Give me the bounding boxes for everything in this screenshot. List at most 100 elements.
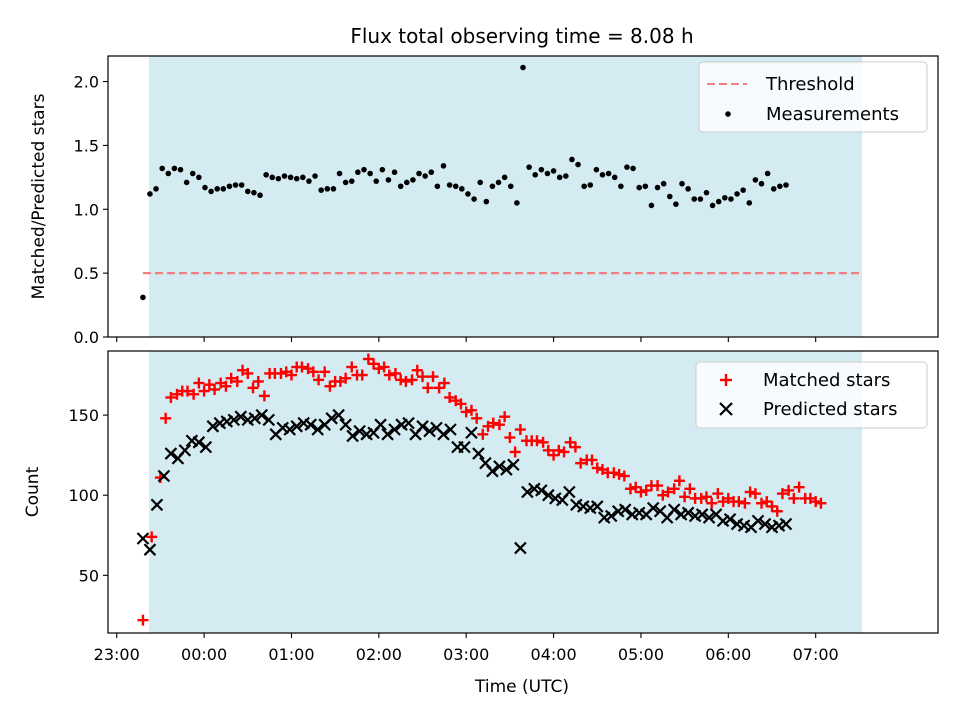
- predicted-point: [423, 424, 436, 438]
- matched-point: [744, 486, 756, 498]
- matched-point: [477, 428, 489, 440]
- predicted-point: [136, 532, 150, 545]
- measurement-point: [208, 188, 214, 195]
- chart-title: Flux total observing time = 8.08 h: [350, 24, 693, 48]
- count-panel-frame: [107, 350, 939, 634]
- measurement-point: [679, 180, 685, 187]
- measurement-point: [477, 179, 483, 186]
- matched-point: [776, 488, 788, 500]
- matched-point: [438, 377, 450, 389]
- measurement-point: [318, 187, 324, 193]
- matched-point: [788, 492, 800, 504]
- matched-point: [346, 361, 358, 373]
- measurement-point: [287, 174, 294, 181]
- measurement-point: [140, 294, 146, 301]
- measurement-point: [281, 173, 288, 179]
- measurement-point: [220, 186, 227, 192]
- matched-point: [275, 367, 287, 379]
- matched-point: [182, 385, 194, 397]
- matched-point: [810, 496, 822, 508]
- measurement-point: [483, 198, 490, 205]
- measurement-point: [165, 170, 172, 177]
- predicted-point: [353, 424, 366, 438]
- count-y-tick-label: 150: [68, 406, 99, 425]
- time-x-axis-label: Time (UTC): [474, 677, 569, 697]
- measurement-point: [611, 174, 618, 181]
- predicted-point: [234, 410, 248, 423]
- predicted-point: [304, 418, 317, 431]
- measurement-point: [569, 156, 575, 163]
- measurement-point: [452, 183, 459, 190]
- matched-legend-label: Matched stars: [763, 370, 890, 391]
- matched-point: [695, 492, 707, 504]
- measurement-point: [391, 169, 398, 176]
- measurement-point: [752, 177, 759, 183]
- measurement-point: [306, 178, 312, 184]
- predicted-point: [465, 426, 478, 439]
- measurement-point: [300, 174, 306, 181]
- matched-point: [668, 483, 680, 495]
- measurement-point: [501, 174, 508, 181]
- matched-point: [247, 382, 259, 394]
- time-x-tick-label: 23:00: [94, 645, 140, 664]
- measurement-point: [177, 166, 184, 173]
- matched-point: [591, 462, 603, 474]
- measurement-point: [416, 170, 422, 177]
- time-x-tick-label: 00:00: [181, 645, 227, 664]
- predicted-point: [164, 447, 178, 460]
- measurement-point: [471, 196, 477, 202]
- time-x-tick-label: 04:00: [531, 645, 577, 664]
- matched-point: [285, 369, 297, 381]
- ratio-legend: Threshold Measurements: [698, 61, 928, 133]
- measurement-point: [226, 183, 233, 190]
- predicted-point: [702, 511, 716, 524]
- measurement-point: [605, 170, 612, 177]
- measurement-point: [275, 175, 282, 182]
- predicted-point: [695, 508, 709, 521]
- predicted-point: [493, 460, 506, 473]
- measurement-point: [361, 166, 367, 173]
- matched-point: [340, 372, 352, 384]
- predicted-point: [667, 503, 681, 516]
- matched-point: [296, 361, 308, 373]
- measurement-point: [159, 165, 165, 172]
- matched-point: [411, 364, 423, 376]
- count-y-tick-label: 50: [79, 566, 99, 585]
- predicted-point: [339, 418, 352, 431]
- measurement-point: [691, 196, 698, 202]
- matched-point: [220, 380, 232, 392]
- time-x-tick-label: 07:00: [793, 645, 839, 664]
- matched-point: [706, 497, 718, 509]
- matched-point: [531, 435, 543, 447]
- measurement-point: [422, 173, 428, 179]
- measurement-point: [642, 183, 649, 190]
- measurement-point: [293, 175, 300, 182]
- predicted-point: [590, 500, 604, 513]
- measurement-point: [740, 187, 746, 193]
- measurement-point: [556, 174, 563, 181]
- matched-point: [165, 391, 177, 403]
- predicted-point: [437, 428, 450, 441]
- predicted-point: [143, 543, 157, 556]
- measurement-point: [465, 191, 471, 197]
- predicted-point: [227, 413, 241, 427]
- measurement-point: [495, 179, 502, 186]
- measurement-point: [183, 179, 190, 186]
- predicted-point: [563, 485, 576, 499]
- matched-point: [652, 480, 664, 492]
- predicted-point: [535, 484, 548, 497]
- measurement-point: [624, 164, 630, 170]
- predicted-point: [618, 503, 632, 516]
- predicted-point: [416, 420, 429, 433]
- measurement-point: [232, 182, 239, 188]
- predicted-point: [507, 458, 520, 472]
- measurements-legend-swatch: [725, 111, 731, 117]
- measurement-point: [538, 166, 545, 173]
- predicted-point: [486, 464, 499, 478]
- ratio-y-axis: 0.0 0.5 1.0 1.5 2.0: [74, 73, 108, 347]
- matched-point: [793, 481, 805, 493]
- measurement-point: [599, 171, 606, 178]
- ratio-y-tick-label: 2.0: [74, 73, 99, 92]
- matched-point: [225, 372, 237, 384]
